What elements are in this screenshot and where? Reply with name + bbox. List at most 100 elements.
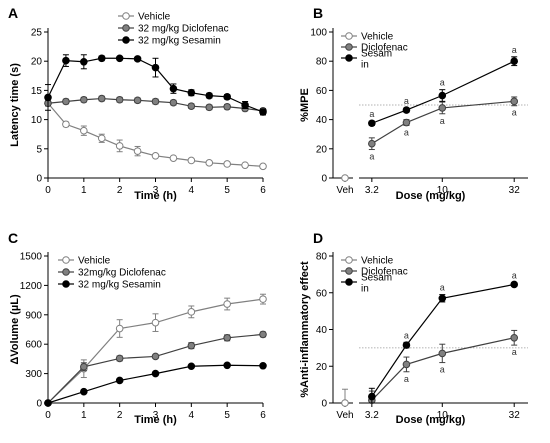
- y-tick-label: 0: [36, 174, 42, 185]
- data-point: [510, 333, 519, 342]
- data-point: [241, 161, 249, 169]
- x-tick-label: 6: [260, 410, 266, 421]
- data-point: [151, 352, 160, 361]
- x-tick-label: 5: [224, 410, 230, 421]
- significance-label: a: [512, 108, 517, 118]
- data-point: [80, 126, 88, 135]
- data-point: [368, 119, 376, 128]
- data-point: [151, 318, 160, 327]
- y-tick-label: 1200: [20, 281, 43, 292]
- data-point: [133, 147, 142, 155]
- data-point: [80, 387, 88, 396]
- data-point: [151, 152, 160, 160]
- significance-label: a: [404, 127, 409, 137]
- legend-marker: [345, 54, 353, 62]
- significance-label: a: [369, 109, 374, 119]
- data-point: [80, 95, 88, 104]
- data-point: [438, 294, 447, 303]
- legend-marker: [122, 12, 130, 20]
- legend-marker: [345, 256, 353, 264]
- data-point: [402, 360, 411, 369]
- data-point: [80, 362, 88, 371]
- data-point: [97, 94, 106, 103]
- data-point: [259, 162, 267, 171]
- y-tick-label: 40: [316, 115, 328, 126]
- y-axis-title: Latency time (s): [9, 63, 21, 147]
- data-point: [169, 84, 178, 93]
- legend-marker: [62, 280, 70, 288]
- legend-label: 32 mg/kg Diclofenac: [138, 24, 229, 35]
- x-tick-label: 1: [81, 185, 87, 196]
- y-axis-title: %MPE: [299, 88, 311, 122]
- legend-marker: [62, 268, 70, 276]
- y-tick-label: 10: [31, 115, 43, 126]
- x-tick-label: 3.2: [365, 410, 379, 421]
- data-point: [259, 330, 267, 339]
- significance-label: a: [369, 152, 374, 162]
- data-point: [187, 341, 196, 350]
- panel-letter: A: [8, 5, 18, 21]
- y-tick-label: 80: [316, 57, 328, 68]
- panel-letter: C: [8, 230, 18, 246]
- y-tick-label: 20: [316, 144, 328, 155]
- panel-letter: B: [313, 5, 323, 21]
- series-line-0: [371, 337, 515, 401]
- y-tick-label: 20: [316, 362, 328, 373]
- legend-marker: [345, 43, 353, 51]
- y-tick-label: 0: [321, 174, 327, 185]
- significance-label: a: [512, 45, 517, 55]
- data-point: [223, 102, 231, 111]
- data-point: [205, 91, 214, 100]
- data-point: [151, 97, 160, 106]
- x-axis-title: Time (h): [134, 414, 177, 426]
- legend-marker: [345, 32, 353, 40]
- data-point: [97, 54, 106, 63]
- legend-label: 32 mg/kg Sesamin: [138, 36, 221, 47]
- legend-label: 32mg/kg Diclofenac: [78, 268, 166, 279]
- y-axis-title: %Anti-inflammatory effect: [299, 261, 311, 398]
- data-point: [438, 91, 447, 100]
- data-point: [187, 88, 196, 97]
- data-point: [259, 295, 267, 303]
- x-tick-label: 1: [81, 410, 87, 421]
- significance-label: a: [440, 78, 445, 88]
- legend-label: in: [361, 284, 369, 295]
- data-point: [223, 361, 231, 370]
- x-tick-label: 4: [189, 185, 195, 196]
- legend-label: Vehicle: [78, 256, 111, 267]
- data-point: [151, 63, 160, 72]
- significance-label: a: [404, 96, 409, 106]
- x-tick-label: 32: [509, 185, 521, 196]
- y-tick-label: 15: [31, 86, 43, 97]
- significance-label: a: [440, 283, 445, 293]
- data-point: [115, 142, 124, 150]
- data-point: [259, 108, 267, 116]
- legend-label: Sesam: [361, 49, 392, 60]
- y-tick-label: 600: [25, 340, 42, 351]
- data-point: [223, 300, 231, 308]
- data-point: [241, 101, 249, 109]
- data-point: [259, 361, 267, 370]
- data-point: [205, 103, 214, 112]
- y-tick-label: 300: [25, 369, 42, 380]
- data-point: [510, 57, 519, 66]
- vehicle-point: [341, 174, 349, 182]
- data-point: [187, 362, 196, 371]
- data-point: [223, 334, 231, 342]
- significance-label: a: [440, 116, 445, 126]
- data-point: [115, 95, 124, 104]
- data-point: [62, 120, 70, 129]
- data-point: [223, 160, 231, 168]
- legend-label: Vehicle: [361, 32, 394, 43]
- x-tick-label: Veh: [336, 410, 353, 421]
- legend-label: Sesam: [361, 273, 392, 284]
- y-tick-label: 5: [36, 144, 42, 155]
- y-tick-label: 1500: [20, 252, 43, 263]
- data-point: [510, 280, 519, 289]
- y-tick-label: 60: [316, 86, 328, 97]
- y-tick-label: 20: [31, 57, 43, 68]
- data-point: [169, 98, 178, 107]
- data-point: [402, 118, 411, 127]
- x-axis-title: Dose (mg/kg): [396, 190, 466, 202]
- significance-label: a: [440, 365, 445, 375]
